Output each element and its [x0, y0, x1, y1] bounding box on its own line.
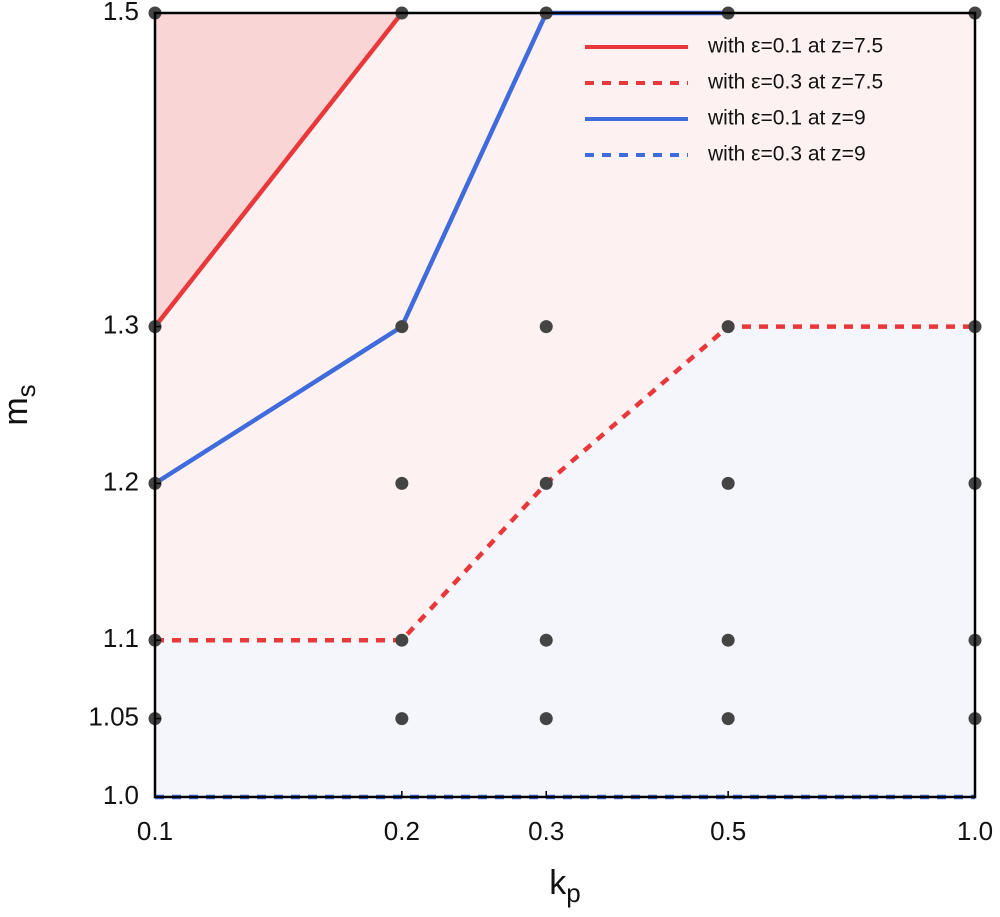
x-label-main: k [549, 864, 567, 902]
grid-point [539, 320, 553, 334]
grid-point [539, 712, 553, 726]
x-tick-label: 0.2 [384, 816, 420, 846]
x-axis-label: kp [549, 864, 580, 908]
grid-point [721, 476, 735, 490]
y-tick-label: 1.1 [103, 623, 139, 653]
y-label-sub: s [11, 384, 41, 397]
y-axis-label: ms [0, 384, 41, 425]
y-tick-label: 1.2 [103, 466, 139, 496]
y-label-main: m [0, 397, 35, 425]
series-line [153, 11, 404, 328]
grid-point [721, 320, 735, 334]
legend-label: with ε=0.1 at z=7.5 [707, 35, 883, 58]
grid-point [395, 320, 409, 334]
x-tick-label: 1.0 [957, 816, 993, 846]
grid-point [395, 712, 409, 726]
region-fill [155, 13, 975, 641]
x-tick-label: 0.1 [137, 816, 173, 846]
x-tick-label: 0.5 [710, 816, 746, 846]
plot-frame [153, 11, 977, 799]
grid-point [721, 633, 735, 647]
legend-label: with ε=0.3 at z=9 [707, 143, 866, 166]
x-label-sub: p [566, 878, 580, 908]
grid-point [539, 476, 553, 490]
grid-point [721, 712, 735, 726]
y-tick-label: 1.0 [103, 780, 139, 810]
legend-label: with ε=0.1 at z=9 [707, 107, 866, 130]
x-tick-label: 0.3 [528, 816, 564, 846]
grid-point [395, 476, 409, 490]
grid-point [539, 633, 553, 647]
legend-label: with ε=0.3 at z=7.5 [707, 71, 883, 94]
y-tick-label: 1.3 [103, 309, 139, 339]
y-tick-label: 1.05 [88, 701, 139, 731]
grid-point [395, 633, 409, 647]
y-tick-label: 1.5 [103, 0, 139, 26]
